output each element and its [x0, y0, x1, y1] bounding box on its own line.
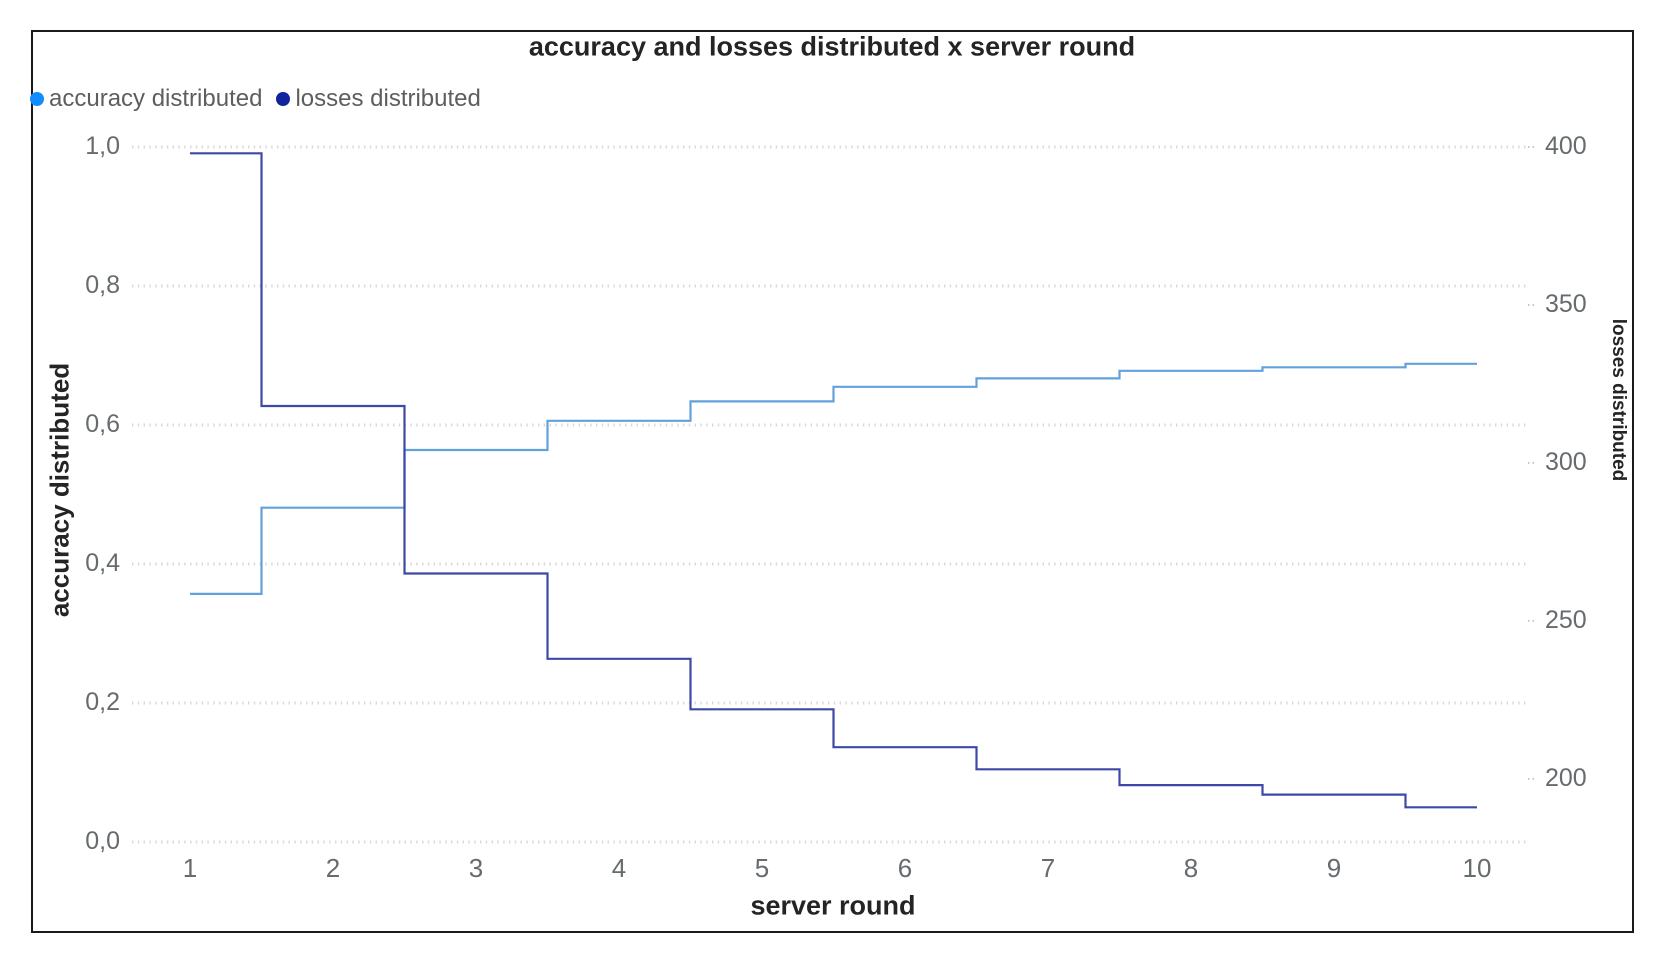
x-axis-tick-label: 3	[468, 853, 484, 883]
left-axis-tick-label: 0,6	[85, 410, 120, 438]
chart-frame	[31, 30, 1634, 933]
accuracy-legend-dot-icon	[30, 92, 44, 106]
legend: accuracy distributed losses distributed	[30, 85, 481, 113]
right-axis-tick-label: 400	[1545, 132, 1587, 160]
x-axis-tick-label: 10	[1462, 853, 1492, 883]
x-axis-tick-label: 4	[611, 853, 627, 883]
right-axis-tick-label: 200	[1545, 763, 1587, 792]
legend-label-losses: losses distributed	[295, 85, 481, 112]
chart-title: accuracy and losses distributed x server…	[528, 31, 1136, 62]
left-axis-tick-label: 0,8	[85, 271, 120, 299]
legend-item-losses[interactable]: losses distributed	[276, 85, 481, 113]
losses-legend-dot-icon	[276, 92, 291, 106]
left-axis-tick-label: 0,4	[85, 549, 120, 577]
left-axis-tick-label: 1,0	[85, 132, 120, 160]
legend-item-accuracy[interactable]: accuracy distributed	[30, 85, 262, 113]
x-axis-tick-label: 2	[325, 853, 341, 883]
x-axis-tick-label: 7	[1040, 853, 1056, 883]
right-axis-tick-label: 300	[1545, 447, 1587, 476]
left-axis-tick-label: 0,0	[85, 827, 120, 855]
x-axis-tick-label: 6	[897, 853, 913, 883]
accuracy-step-line	[190, 362, 1477, 595]
right-axis-tick-label: 350	[1545, 289, 1587, 318]
right-axis-tick-label: 250	[1545, 605, 1587, 634]
x-axis-tick-label: 8	[1183, 853, 1199, 883]
x-axis-tick-label: 9	[1326, 853, 1342, 883]
x-axis-tick-label: 1	[182, 853, 198, 883]
x-axis-tick-label: 5	[754, 853, 770, 883]
legend-label-accuracy: accuracy distributed	[49, 85, 263, 112]
x-axis-title: server round	[750, 890, 916, 921]
left-axis-tick-label: 0,2	[85, 688, 120, 716]
losses-step-line	[190, 152, 1477, 809]
